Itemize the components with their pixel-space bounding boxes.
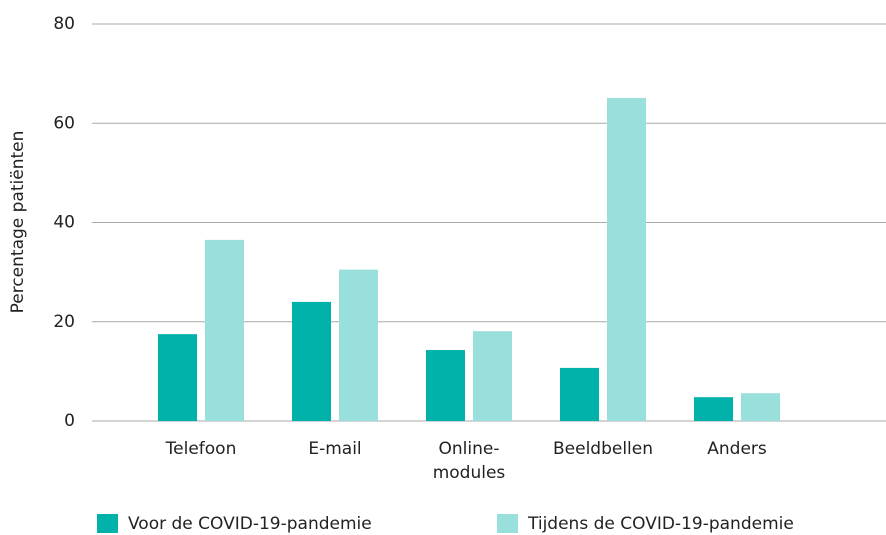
y-tick-label: 60	[53, 113, 75, 133]
x-tick-label: Anders	[707, 439, 767, 459]
bar	[741, 393, 780, 421]
x-tick-label: E-mail	[308, 439, 361, 459]
bar	[694, 397, 733, 421]
y-tick-label: 40	[53, 213, 75, 233]
legend-label: Voor de COVID-19-pandemie	[128, 514, 372, 534]
bar	[473, 331, 512, 421]
legend-swatch	[497, 514, 518, 533]
bar	[292, 301, 331, 421]
legend-label: Tijdens de COVID-19-pandemie	[527, 514, 794, 534]
y-axis-label: Percentage patiënten	[8, 131, 28, 314]
y-tick-label: 20	[53, 312, 75, 332]
x-tick-label: Online-modules	[433, 439, 506, 483]
y-tick-label: 0	[64, 411, 75, 431]
bar	[205, 239, 244, 421]
bar	[158, 334, 197, 421]
x-tick-label: Telefoon	[165, 439, 237, 459]
x-tick-label: Beeldbellen	[553, 439, 653, 459]
bar	[339, 269, 378, 421]
legend-swatch	[97, 514, 118, 533]
bar	[560, 367, 599, 421]
bar	[607, 97, 646, 421]
y-tick-label: 80	[53, 14, 75, 34]
bar	[426, 350, 465, 421]
